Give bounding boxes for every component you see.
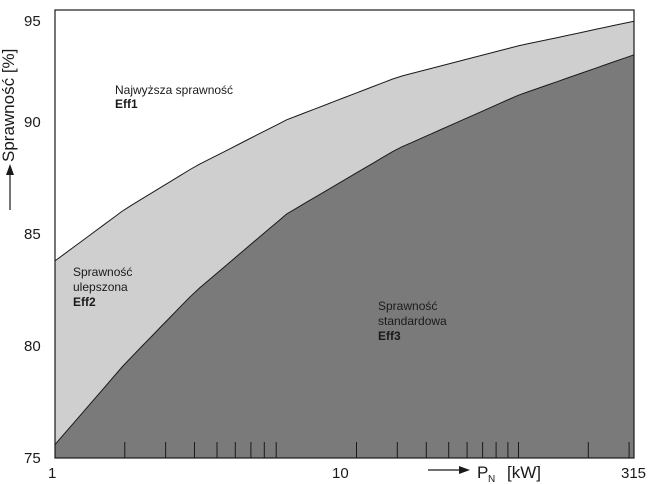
x-axis-title: P N [kW]	[428, 463, 541, 484]
x-tick-label-10: 10	[332, 465, 349, 482]
y-axis: 75 80 85 90 95	[24, 13, 41, 467]
y-tick-label-90: 90	[24, 114, 41, 131]
x-minor-ticks	[124, 442, 630, 458]
x-axis-arrow-icon	[459, 466, 470, 474]
y-axis-arrow-icon	[6, 164, 14, 175]
region-eff2-name-line2: ulepszona	[73, 280, 128, 294]
x-tick-label-315: 315	[621, 465, 646, 482]
region-eff1-name: Najwyższa sprawność	[115, 83, 233, 97]
region-eff3-label: Sprawność standardowa Eff3	[378, 299, 447, 343]
region-eff3-area	[54, 54, 635, 459]
region-eff1-code: Eff1	[115, 97, 138, 111]
x-axis-symbol: P	[477, 463, 488, 482]
region-eff2-name-line1: Sprawność	[73, 265, 132, 279]
region-eff3-name-line1: Sprawność	[378, 299, 437, 313]
plot-area	[54, 9, 635, 459]
region-eff2-code: Eff2	[73, 295, 96, 309]
plot-frame	[54, 9, 635, 459]
x-axis-subscript: N	[488, 474, 495, 484]
y-tick-label-85: 85	[24, 226, 41, 243]
region-eff2-label: Sprawność ulepszona Eff2	[73, 265, 132, 309]
region-eff3-name-line2: standardowa	[378, 314, 447, 328]
region-eff1-label: Najwyższa sprawność Eff1	[115, 83, 233, 111]
region-eff3-code: Eff3	[378, 329, 401, 343]
y-tick-label-80: 80	[24, 338, 41, 355]
y-tick-label-75: 75	[24, 450, 41, 467]
x-axis: 1 10 315	[48, 465, 646, 482]
y-tick-label-95: 95	[24, 13, 41, 30]
y-axis-title-text: Sprawność [%]	[0, 49, 18, 162]
y-axis-title: Sprawność [%]	[0, 49, 18, 210]
x-tick-label-1: 1	[48, 465, 56, 482]
x-axis-unit: [kW]	[507, 463, 541, 482]
